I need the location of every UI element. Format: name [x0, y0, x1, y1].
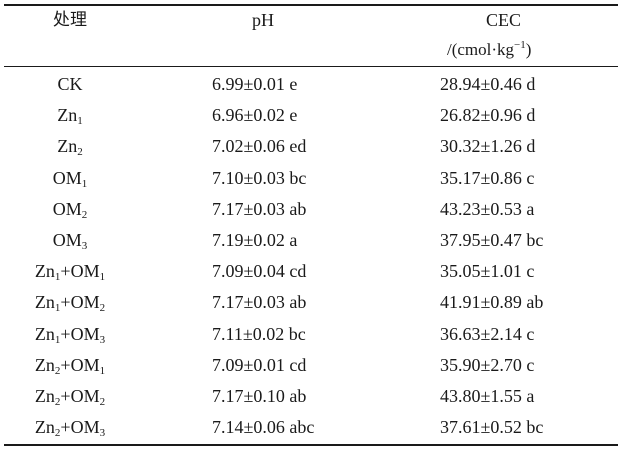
treatment-subscript: 1 [81, 178, 88, 190]
unit-suffix: ) [525, 40, 532, 59]
cec-cell: 35.05±1.01 c [440, 261, 535, 281]
ph-cell: 7.17±0.03 ab [212, 292, 307, 312]
treatment-part: Zn [57, 105, 78, 125]
treatment-part: Zn [34, 355, 55, 375]
treatment-part: OM [52, 199, 82, 219]
treatment-cell: Zn2 [0, 135, 140, 158]
treatment-subscript: 3 [99, 427, 106, 439]
treatment-part: +OM [60, 386, 100, 406]
treatment-subscript: 2 [81, 209, 88, 221]
treatment-subscript: 3 [81, 240, 88, 252]
treatment-part: Zn [34, 292, 55, 312]
treatment-part: Zn [34, 261, 55, 281]
treatment-subscript: 2 [54, 427, 61, 439]
table-top-rule [4, 4, 618, 6]
treatment-subscript: 1 [54, 302, 61, 314]
cec-cell: 26.82±0.96 d [440, 105, 536, 125]
ph-cell: 6.96±0.02 e [212, 105, 298, 125]
header-cec-unit: /(cmol·kg−1) [447, 39, 531, 61]
cec-cell: 41.91±0.89 ab [440, 292, 544, 312]
ph-cell: 7.11±0.02 bc [212, 324, 306, 344]
treatment-subscript: 2 [77, 146, 83, 158]
treatment-cell: CK [0, 73, 140, 95]
unit-main: cmol·kg [457, 40, 515, 59]
treatment-part: +OM [60, 417, 100, 437]
treatment-subscript: 1 [99, 365, 106, 377]
ph-cell: 7.09±0.04 cd [212, 261, 307, 281]
cec-cell: 30.32±1.26 d [440, 136, 536, 156]
cec-cell: 43.80±1.55 a [440, 386, 535, 406]
unit-exponent: −1 [514, 39, 526, 51]
ph-cell: 7.10±0.03 bc [212, 168, 307, 188]
header-treatment: 处理 [53, 10, 87, 30]
treatment-part: Zn [34, 324, 55, 344]
treatment-subscript: 2 [99, 302, 106, 314]
cec-cell: 28.94±0.46 d [440, 74, 536, 94]
treatment-cell: OM2 [0, 198, 140, 221]
treatment-cell: OM1 [0, 167, 140, 190]
treatment-cell: Zn1 [0, 104, 140, 127]
treatment-cell: Zn2+OM2 [0, 385, 140, 408]
table-header-rule [4, 66, 618, 67]
ph-cell: 7.14±0.06 abc [212, 417, 315, 437]
ph-cell: 7.19±0.02 a [212, 230, 298, 250]
treatment-subscript: 1 [99, 271, 106, 283]
treatment-part: Zn [57, 136, 78, 156]
ph-cell: 7.17±0.03 ab [212, 199, 307, 219]
treatment-part: +OM [60, 261, 100, 281]
cec-cell: 35.17±0.86 c [440, 168, 535, 188]
treatment-subscript: 1 [54, 334, 61, 346]
ph-cell: 7.09±0.01 cd [212, 355, 307, 375]
treatment-subscript: 1 [54, 271, 61, 283]
treatment-part: +OM [60, 355, 100, 375]
treatment-subscript: 2 [99, 396, 106, 408]
treatment-part: OM [52, 168, 82, 188]
treatment-cell: Zn1+OM3 [0, 323, 140, 346]
ph-cell: 7.02±0.06 ed [212, 136, 307, 156]
cec-cell: 35.90±2.70 c [440, 355, 535, 375]
treatment-subscript: 3 [99, 334, 106, 346]
treatment-cell: Zn2+OM3 [0, 416, 140, 439]
treatment-subscript: 1 [77, 115, 83, 127]
treatment-cell: Zn1+OM1 [0, 260, 140, 283]
header-ph: pH [252, 10, 274, 30]
treatment-part: +OM [60, 324, 100, 344]
treatment-part: OM [52, 230, 82, 250]
treatment-part: Zn [34, 417, 55, 437]
header-cec: CEC [486, 10, 522, 30]
treatment-subscript: 2 [54, 365, 61, 377]
unit-prefix: /( [447, 40, 458, 59]
cec-cell: 36.63±2.14 c [440, 324, 535, 344]
cec-cell: 37.95±0.47 bc [440, 230, 544, 250]
cec-cell: 37.61±0.52 bc [440, 417, 544, 437]
ph-cell: 6.99±0.01 e [212, 74, 298, 94]
treatment-part: Zn [34, 386, 55, 406]
treatment-part: CK [57, 74, 83, 94]
table-bottom-rule [4, 444, 618, 446]
treatment-part: +OM [60, 292, 100, 312]
treatment-cell: OM3 [0, 229, 140, 252]
treatment-subscript: 2 [54, 396, 61, 408]
treatment-cell: Zn2+OM1 [0, 354, 140, 377]
ph-cell: 7.17±0.10 ab [212, 386, 307, 406]
cec-cell: 43.23±0.53 a [440, 199, 535, 219]
treatment-cell: Zn1+OM2 [0, 291, 140, 314]
